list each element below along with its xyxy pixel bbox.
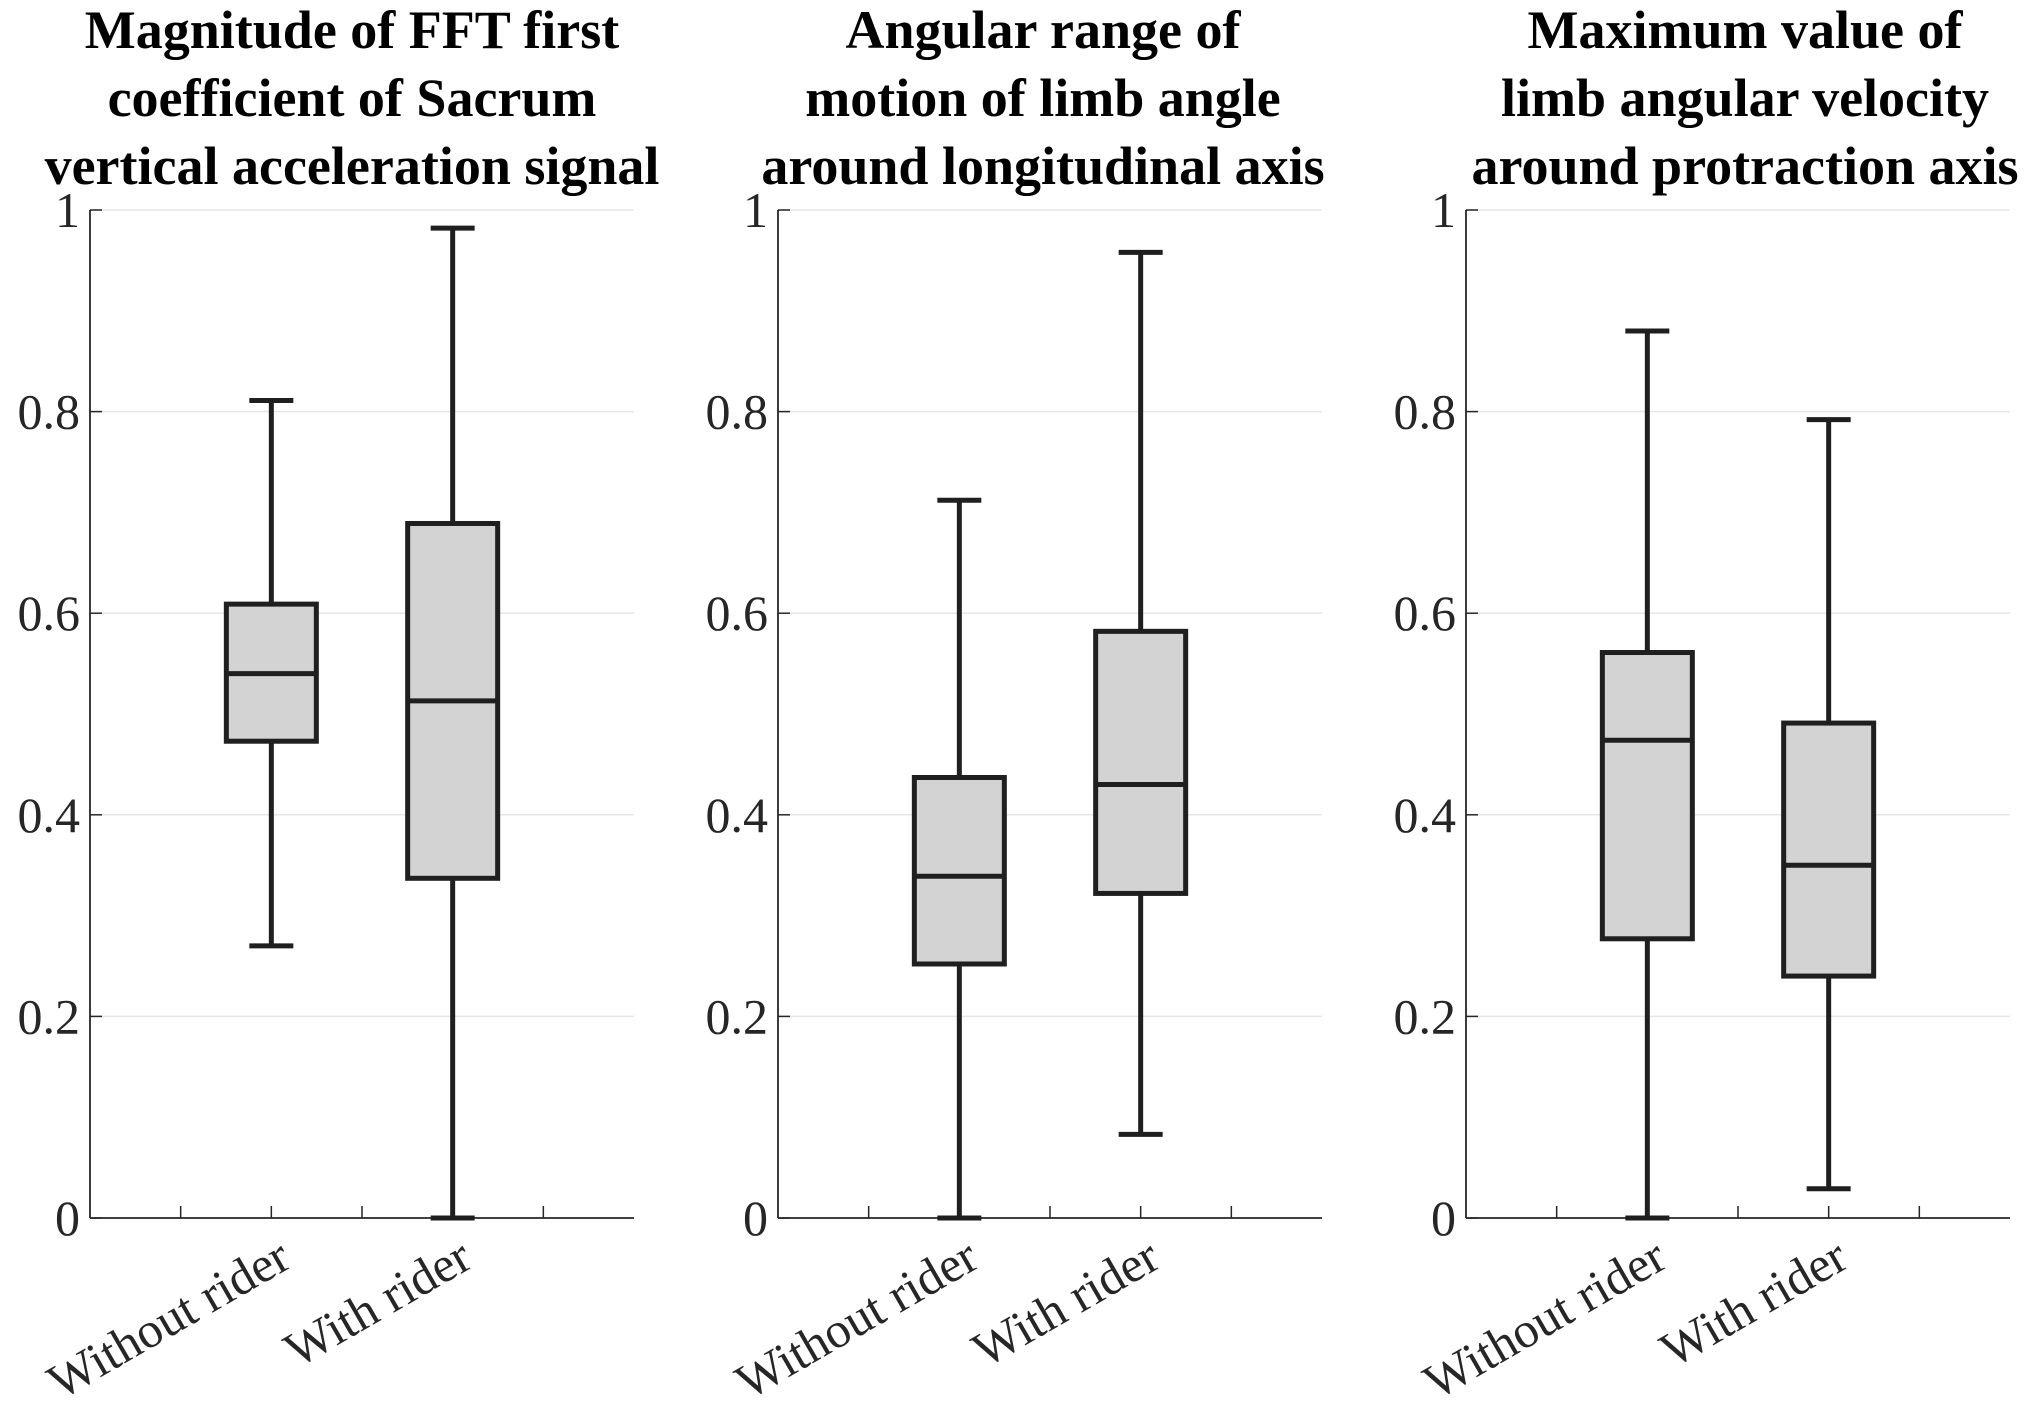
y-tick-label: 1 xyxy=(743,182,768,238)
box-without-rider xyxy=(911,497,1007,1221)
box-without-rider xyxy=(223,398,319,949)
chart-title-line: coefficient of Sacrum xyxy=(108,68,597,128)
chart-title-line: around protraction axis xyxy=(1471,136,2018,196)
chart-title-line: around longitudinal axis xyxy=(761,136,1324,196)
category-label: With rider xyxy=(963,1227,1169,1378)
y-tick-label: 0.2 xyxy=(1394,988,1457,1044)
chart-title-line: Maximum value of xyxy=(1528,0,1964,60)
y-tick-label: 0.2 xyxy=(18,988,81,1044)
box-with-rider xyxy=(1781,417,1877,1192)
y-tick-label: 0 xyxy=(55,1190,80,1246)
y-tick-label: 0.2 xyxy=(706,988,769,1044)
box-with-rider xyxy=(405,225,501,1221)
iqr-box xyxy=(1599,650,1695,942)
chart-title-line: vertical acceleration signal xyxy=(45,136,660,196)
y-tick-label: 0.6 xyxy=(18,585,81,641)
y-tick-label: 1 xyxy=(55,182,80,238)
y-tick-label: 0 xyxy=(743,1190,768,1246)
y-tick-label: 0.4 xyxy=(18,787,81,843)
iqr-box xyxy=(911,775,1007,967)
category-label: Without rider xyxy=(726,1227,987,1410)
category-label: With rider xyxy=(1651,1227,1857,1378)
y-tick-label: 0.6 xyxy=(1394,585,1457,641)
category-label: With rider xyxy=(275,1227,481,1378)
y-tick-label: 0.8 xyxy=(18,384,81,440)
iqr-box xyxy=(1781,720,1877,979)
box-with-rider xyxy=(1093,249,1189,1137)
y-tick-label: 0.8 xyxy=(1394,384,1457,440)
chart-title-line: Magnitude of FFT first xyxy=(85,0,619,60)
iqr-box xyxy=(1093,628,1189,896)
y-tick-label: 1 xyxy=(1431,182,1456,238)
chart-title-line: limb angular velocity xyxy=(1501,68,1989,128)
y-tick-label: 0.4 xyxy=(1394,787,1457,843)
y-tick-label: 0.4 xyxy=(706,787,769,843)
chart-title-line: Angular range of xyxy=(845,0,1241,60)
chart-panel-1: Magnitude of FFT first coefficient of Sac… xyxy=(18,0,660,1410)
chart-panel-3: Maximum value of limb angular velocity aro… xyxy=(1394,0,2019,1410)
category-label: Without rider xyxy=(1414,1227,1675,1410)
y-tick-label: 0 xyxy=(1431,1190,1456,1246)
chart-title-line: motion of limb angle xyxy=(805,68,1281,128)
box-without-rider xyxy=(1599,328,1695,1221)
y-tick-label: 0.6 xyxy=(706,585,769,641)
chart-panel-2: Angular range of motion of limb angle arou… xyxy=(706,0,1325,1410)
y-tick-label: 0.8 xyxy=(706,384,769,440)
category-label: Without rider xyxy=(38,1227,299,1410)
